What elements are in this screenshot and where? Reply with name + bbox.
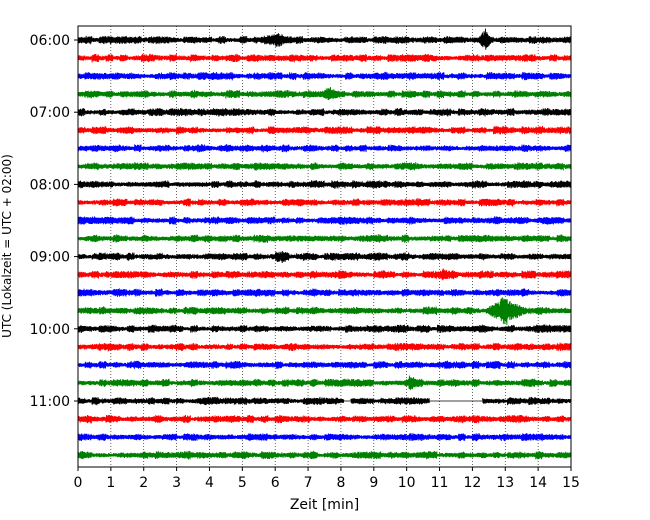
- seismogram-traces: [77, 28, 572, 460]
- trace-0615: [77, 53, 572, 63]
- x-tick-label-10: 10: [398, 475, 416, 491]
- trace-1030: [77, 360, 572, 370]
- trace-1045: [77, 375, 572, 390]
- y-tick-label-0700: 07:00: [30, 105, 70, 121]
- trace-1015: [77, 342, 572, 352]
- trace-0800: [77, 180, 572, 189]
- y-tick-label-1100: 11:00: [30, 394, 70, 410]
- trace-1145: [77, 450, 572, 460]
- trace-0630: [77, 71, 572, 81]
- x-tick-label-9: 9: [369, 475, 378, 491]
- x-tick-label-6: 6: [271, 475, 280, 491]
- y-axis-ticks: 06:00 07:00 08:00 09:00 10:00 11:00: [30, 33, 78, 410]
- x-tick-label-5: 5: [238, 475, 247, 491]
- trace-0600: [77, 28, 572, 50]
- y-tick-label-0800: 08:00: [30, 177, 70, 193]
- trace-0830: [77, 216, 572, 225]
- x-tick-label-12: 12: [463, 475, 481, 491]
- trace-1115: [77, 414, 572, 424]
- x-tick-label-15: 15: [562, 475, 580, 491]
- x-tick-label-11: 11: [431, 475, 449, 491]
- trace-0645: [77, 87, 572, 101]
- trace-0845: [77, 234, 572, 243]
- trace-0915: [77, 268, 572, 281]
- x-tick-label-3: 3: [172, 475, 181, 491]
- x-tick-label-7: 7: [304, 475, 313, 491]
- y-tick-label-1000: 10:00: [30, 322, 70, 338]
- y-tick-label-0900: 09:00: [30, 250, 70, 266]
- y-axis-label: UTC (Lokalzeit = UTC + 02:00): [0, 154, 14, 338]
- trace-0700: [77, 108, 572, 117]
- x-tick-label-8: 8: [336, 475, 345, 491]
- trace-0930: [77, 288, 572, 298]
- trace-0715: [77, 125, 572, 135]
- x-tick-label-1: 1: [106, 475, 115, 491]
- plot-frame: [77, 25, 572, 468]
- trace-1000: [77, 324, 572, 334]
- x-axis-label: Zeit [min]: [290, 497, 359, 513]
- x-tick-label-13: 13: [496, 475, 514, 491]
- trace-0730: [77, 144, 572, 153]
- trace-0745: [77, 162, 572, 171]
- y-tick-label-0600: 06:00: [30, 33, 70, 49]
- x-tick-label-14: 14: [529, 475, 547, 491]
- trace-1130: [77, 433, 572, 442]
- x-tick-label-0: 0: [74, 475, 83, 491]
- x-tick-label-4: 4: [205, 475, 214, 491]
- trace-0815: [77, 198, 572, 207]
- x-tick-label-2: 2: [139, 475, 148, 491]
- trace-1100: [77, 396, 572, 406]
- trace-0945: [77, 297, 572, 326]
- trace-0900: [77, 251, 572, 263]
- x-axis-ticks: 0 1 2 3 4 5 6 7 8 9 10 11 12 13 14 15: [74, 467, 580, 491]
